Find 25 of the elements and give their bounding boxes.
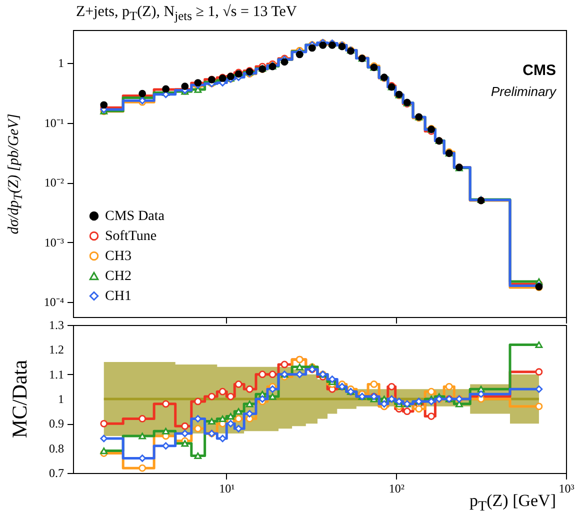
y-tick-label: 1 bbox=[58, 392, 64, 406]
y-axis-title: MC/Data bbox=[8, 360, 32, 438]
y-tick-label: 10⁻¹ bbox=[44, 116, 64, 130]
legend-label: CH2 bbox=[105, 269, 132, 284]
y-tick-label: 10⁻² bbox=[44, 176, 64, 190]
x-tick-label: 10¹ bbox=[219, 482, 236, 496]
y-tick-label: 10⁻⁴ bbox=[44, 294, 64, 309]
y-tick-label: 10⁻³ bbox=[44, 235, 64, 250]
legend-label: CH1 bbox=[105, 289, 132, 304]
y-tick-label: 1.1 bbox=[49, 367, 64, 382]
y-tick-label: 0.8 bbox=[49, 441, 64, 456]
x-axis-title: p$_{T}$(Z) [GeV] bbox=[469, 491, 556, 516]
annotation: CMS bbox=[522, 62, 556, 79]
x-tick-label: 10³ bbox=[558, 482, 575, 496]
y-tick-label: 0.9 bbox=[49, 416, 64, 431]
y-tick-label: 1.3 bbox=[49, 318, 64, 332]
legend-label: SoftTune bbox=[105, 229, 157, 244]
y-tick-label: 0.7 bbox=[49, 466, 64, 480]
x-tick-label: 10² bbox=[388, 482, 405, 496]
chart-title: Z+jets, p$_{T}$(Z), N$_{jets}$ ≥ 1, √s = 13 TeV bbox=[76, 4, 297, 24]
annotation: Preliminary bbox=[490, 84, 558, 99]
y-tick-label: 1 bbox=[58, 56, 64, 70]
y-tick-label: 1.2 bbox=[49, 342, 64, 357]
legend-label: CMS Data bbox=[105, 209, 166, 224]
legend-label: CH3 bbox=[105, 249, 132, 264]
